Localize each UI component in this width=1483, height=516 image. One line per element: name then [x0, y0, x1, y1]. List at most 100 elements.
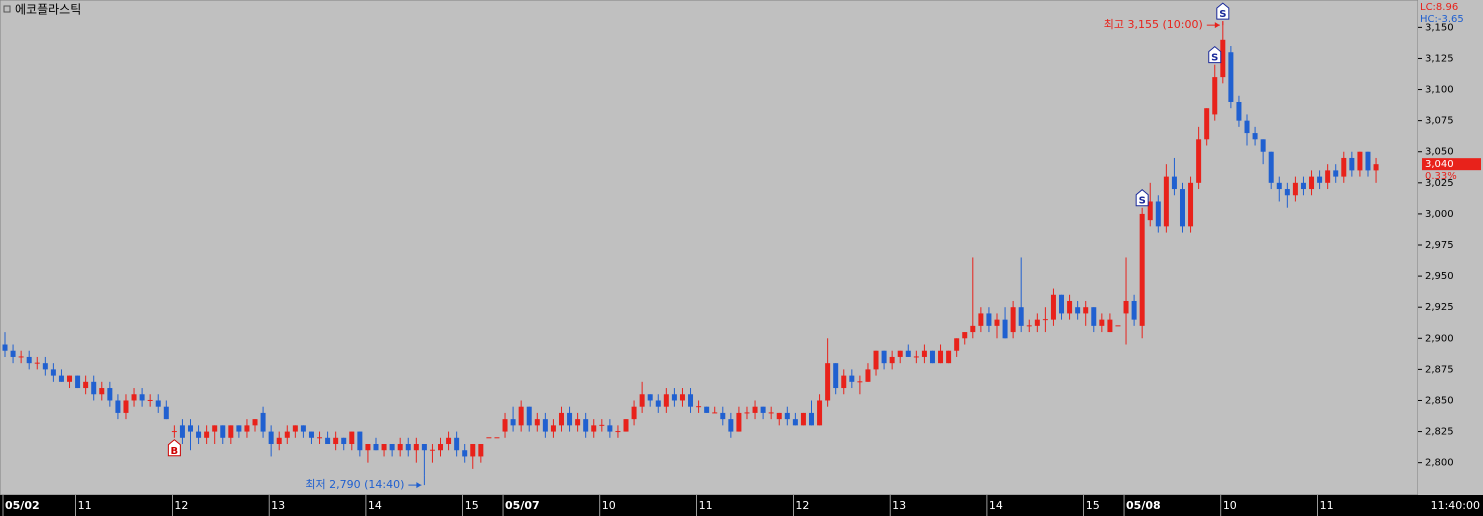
candle-body [212, 425, 218, 432]
signal-marker [1216, 2, 1230, 20]
signal-marker [1208, 46, 1222, 64]
y-tick-label: 3,150 [1425, 22, 1454, 33]
signal-label: S [1219, 9, 1226, 20]
candle-body [1010, 307, 1016, 333]
x-tick-label: 05/02 [5, 499, 40, 512]
candle-body [429, 449, 435, 451]
candle-body [179, 425, 185, 438]
candle-body [1171, 176, 1177, 190]
candle-body [163, 406, 169, 420]
candle-body [123, 400, 129, 413]
candle-body [510, 419, 516, 426]
candle-body [155, 400, 161, 407]
candle-body [187, 425, 193, 432]
candle-body [841, 375, 847, 389]
plot-area [0, 0, 1419, 496]
candle-body [446, 437, 452, 445]
candle-body [1349, 157, 1355, 171]
candle-body [1252, 133, 1258, 140]
candle-body [752, 406, 758, 413]
candle-body [623, 419, 629, 432]
x-tick-label: 12 [174, 499, 188, 512]
candle-body [558, 412, 564, 426]
candle-body [99, 388, 105, 395]
candle-body [655, 400, 661, 407]
x-tick-label: 10 [1223, 499, 1237, 512]
y-tick-label: 3,025 [1425, 178, 1454, 189]
candle-body [91, 381, 97, 395]
candle-body [607, 425, 613, 432]
candle-body [800, 412, 806, 426]
candle-body [1333, 170, 1339, 177]
candle-body [938, 350, 944, 364]
candle-body [865, 369, 871, 382]
candle-body [857, 381, 863, 383]
candle-body [663, 394, 669, 407]
candle-body [671, 394, 677, 401]
x-tick-label: 11 [1320, 499, 1334, 512]
candle-body [381, 444, 387, 451]
x-tick-label: 13 [271, 499, 285, 512]
candle-body [1196, 139, 1202, 183]
candle-body [1212, 77, 1218, 115]
candle-body [1083, 307, 1089, 314]
candle-body [397, 444, 403, 451]
candle-body [728, 419, 734, 432]
candle-body [268, 431, 274, 445]
signal-label: S [1139, 196, 1146, 207]
high-label: 최고 3,155 (10:00) [1104, 18, 1203, 31]
candle-body [1188, 182, 1194, 227]
x-tick-label: 14 [989, 499, 1003, 512]
candle-body [1317, 176, 1323, 183]
candle-body [1260, 139, 1266, 152]
x-tick-label: 15 [465, 499, 479, 512]
candle-body [292, 425, 298, 432]
candle-body [833, 363, 839, 389]
candle-body [220, 425, 226, 438]
candle-body [825, 363, 831, 401]
candle-body [954, 338, 960, 351]
candle-body [1284, 189, 1290, 196]
candle-body [1034, 319, 1040, 326]
candle-body [494, 437, 500, 439]
candle-body [260, 412, 266, 432]
x-tick-label: 05/07 [505, 499, 540, 512]
candle-body [792, 419, 798, 426]
candle-body [34, 362, 40, 364]
candle-body [1228, 52, 1234, 102]
candle-body [817, 400, 823, 426]
candle-body [236, 425, 242, 432]
y-tick-label: 2,900 [1425, 333, 1454, 344]
candle-body [929, 350, 935, 364]
candle-body [946, 350, 952, 364]
candle-body [1123, 300, 1129, 314]
candle-body [1179, 189, 1185, 227]
candle-body [849, 375, 855, 382]
high-arrowhead [1214, 22, 1220, 29]
candle-body [67, 375, 73, 382]
candle-body [284, 431, 290, 438]
x-tick-label: 15 [1086, 499, 1100, 512]
y-tick-label: 3,050 [1425, 147, 1454, 158]
candle-body [171, 431, 177, 433]
current-change-label: 0.33% [1425, 171, 1457, 182]
x-tick-label: 12 [795, 499, 809, 512]
chart-title: 에코플라스틱 [15, 3, 81, 17]
lc-label: LC:8.96 [1420, 2, 1458, 13]
candle-body [1244, 120, 1250, 134]
y-tick-label: 3,075 [1425, 116, 1454, 127]
signal-marker [1135, 189, 1149, 207]
candle-body [1220, 39, 1226, 78]
candle-body [405, 444, 411, 451]
candle-body [978, 313, 984, 326]
candle-body [881, 350, 887, 364]
y-tick-label: 2,975 [1425, 240, 1454, 251]
y-tick-label: 2,875 [1425, 364, 1454, 375]
candle-body [736, 412, 742, 432]
y-tick-label: 2,925 [1425, 302, 1454, 313]
candle-body [438, 444, 444, 451]
candle-body [196, 431, 202, 438]
candle-body [1373, 164, 1379, 171]
candle-body [1115, 325, 1121, 327]
